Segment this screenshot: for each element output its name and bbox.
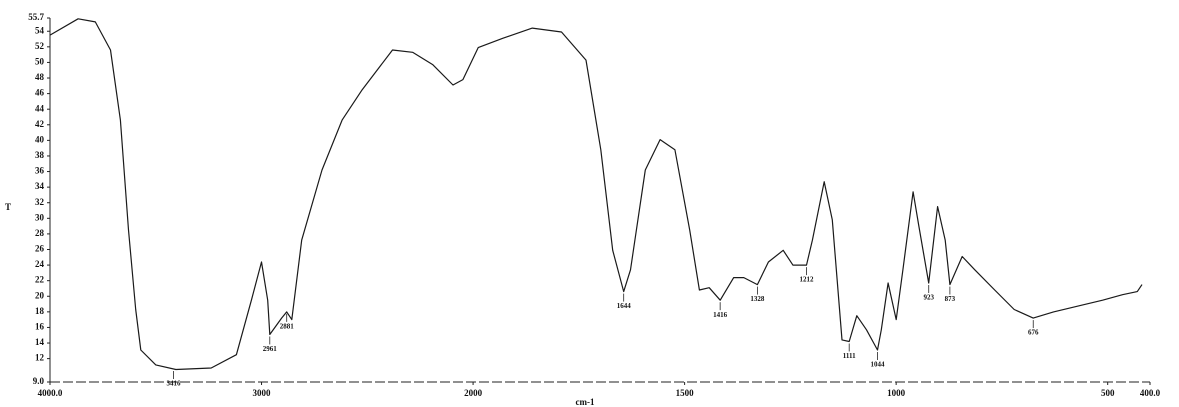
y-axis-label: T: [5, 202, 11, 212]
y-tick-label: 44: [35, 103, 45, 113]
peak-label: 676: [1028, 329, 1039, 337]
y-tick-label: 52: [35, 41, 45, 51]
y-tick-label: 16: [35, 322, 45, 332]
x-tick-label: 3000: [253, 388, 272, 398]
y-tick-label: 50: [35, 56, 45, 66]
x-tick-label: 4000.0: [38, 388, 63, 398]
y-tick-label: 38: [35, 150, 45, 160]
peak-label: 923: [923, 294, 934, 302]
peak-label: 1644: [617, 302, 632, 310]
y-tick-label: 26: [35, 244, 45, 254]
peak-label: 1416: [713, 311, 728, 319]
x-tick-label: 500: [1101, 388, 1115, 398]
y-tick-label: 32: [35, 197, 45, 207]
y-tick-label: 9.0: [33, 376, 45, 386]
y-tick-label: 18: [35, 306, 45, 316]
x-tick-label: 400.0: [1140, 388, 1161, 398]
y-tick-label: 24: [35, 259, 45, 269]
x-tick-label: 1000: [887, 388, 906, 398]
peak-label: 1044: [871, 361, 886, 369]
peak-label: 1111: [843, 352, 856, 360]
y-tick-label: 48: [35, 72, 45, 82]
peak-label: 2881: [280, 322, 295, 330]
y-tick-label: 28: [35, 228, 45, 238]
peak-label: 873: [945, 295, 956, 303]
y-tick-label: 14: [35, 337, 45, 347]
y-tick-label: 34: [35, 181, 45, 191]
y-tick-label: 40: [35, 134, 45, 144]
x-axis-label: cm-1: [576, 397, 595, 407]
peak-label: 2961: [263, 345, 278, 353]
y-tick-label: 46: [35, 88, 45, 98]
x-tick-label: 1500: [676, 388, 695, 398]
y-tick-label: 20: [35, 290, 45, 300]
spectrum-line: [49, 18, 1143, 371]
peak-label: 1212: [799, 276, 814, 284]
y-tick-label: 22: [35, 275, 45, 285]
x-tick-label: 2000: [464, 388, 483, 398]
y-tick-label: 30: [35, 212, 45, 222]
y-tick-label: 42: [35, 119, 45, 129]
peak-label: 3416: [167, 380, 182, 388]
y-tick-label: 54: [35, 25, 45, 35]
y-tick-label: 12: [35, 353, 45, 363]
y-tick-label: 36: [35, 166, 45, 176]
y-tick-label: 55.7: [28, 12, 44, 22]
peak-label: 1328: [750, 295, 765, 303]
